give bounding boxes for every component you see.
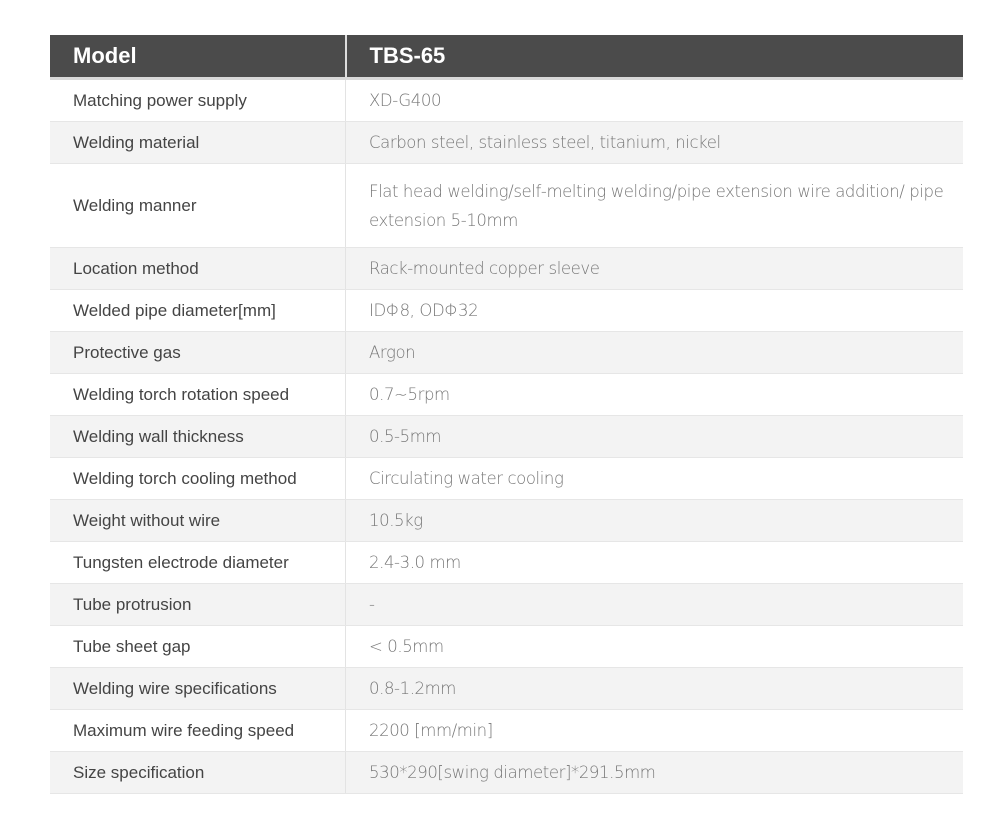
spec-label: Protective gas <box>50 331 346 374</box>
table-row: Welding torch rotation speed 0.7~5rpm <box>50 373 963 416</box>
table-row: Size specification 530*290[swing diameter… <box>50 751 963 794</box>
spec-label: Matching power supply <box>50 78 346 122</box>
table-row: Welded pipe diameter[mm] IDΦ8, ODΦ32 <box>50 289 963 332</box>
spec-value: IDΦ8, ODΦ32 <box>345 289 963 332</box>
table-row: Welding wall thickness 0.5-5mm <box>50 415 963 458</box>
spec-label: Location method <box>50 247 346 290</box>
spec-label: Weight without wire <box>50 499 346 542</box>
table-row: Maximum wire feeding speed 2200 [mm/min] <box>50 709 963 752</box>
header-label: Model <box>50 35 346 80</box>
spec-label: Welding wall thickness <box>50 415 346 458</box>
table-row: Welding wire specifications 0.8-1.2mm <box>50 667 963 710</box>
spec-value: 10.5kg <box>345 499 963 542</box>
spec-label: Welding wire specifications <box>50 667 346 710</box>
table-row: Location method Rack-mounted copper sleev… <box>50 247 963 290</box>
table-row: Tungsten electrode diameter 2.4-3.0 mm <box>50 541 963 584</box>
spec-value: 2.4-3.0 mm <box>345 541 963 584</box>
spec-label: Tube protrusion <box>50 583 346 626</box>
spec-value: Flat head welding/self-melting welding/p… <box>345 163 963 248</box>
spec-label: Welding torch rotation speed <box>50 373 346 416</box>
spec-value: 0.8-1.2mm <box>345 667 963 710</box>
spec-value: Rack-mounted copper sleeve <box>345 247 963 290</box>
spec-value: Circulating water cooling <box>345 457 963 500</box>
spec-value: 0.5-5mm <box>345 415 963 458</box>
spec-value: - <box>345 583 963 626</box>
spec-value: XD-G400 <box>345 78 963 122</box>
spec-value: < 0.5mm <box>345 625 963 668</box>
spec-label: Size specification <box>50 751 346 794</box>
spec-value: Argon <box>345 331 963 374</box>
table-row: Matching power supply XD-G400 <box>50 78 963 122</box>
spec-label: Tungsten electrode diameter <box>50 541 346 584</box>
table-row: Welding torch cooling method Circulating … <box>50 457 963 500</box>
spec-label: Maximum wire feeding speed <box>50 709 346 752</box>
spec-label: Welding material <box>50 121 346 164</box>
spec-value: 0.7~5rpm <box>345 373 963 416</box>
table-row: Weight without wire 10.5kg <box>50 499 963 542</box>
table-row: Welding material Carbon steel, stainless … <box>50 121 963 164</box>
spec-table: Model TBS-65 Matching power supply XD-G40… <box>50 35 963 794</box>
table-row: Welding manner Flat head welding/self-mel… <box>50 163 963 248</box>
table-row: Tube sheet gap < 0.5mm <box>50 625 963 668</box>
spec-value: 2200 [mm/min] <box>345 709 963 752</box>
spec-label: Welded pipe diameter[mm] <box>50 289 346 332</box>
spec-value: Carbon steel, stainless steel, titanium,… <box>345 121 963 164</box>
spec-label: Welding manner <box>50 163 346 248</box>
header-row: Model TBS-65 <box>50 35 963 80</box>
spec-label: Tube sheet gap <box>50 625 346 668</box>
table-row: Tube protrusion - <box>50 583 963 626</box>
header-value: TBS-65 <box>344 35 963 80</box>
spec-value: 530*290[swing diameter]*291.5mm <box>345 751 963 794</box>
table-row: Protective gas Argon <box>50 331 963 374</box>
spec-label: Welding torch cooling method <box>50 457 346 500</box>
